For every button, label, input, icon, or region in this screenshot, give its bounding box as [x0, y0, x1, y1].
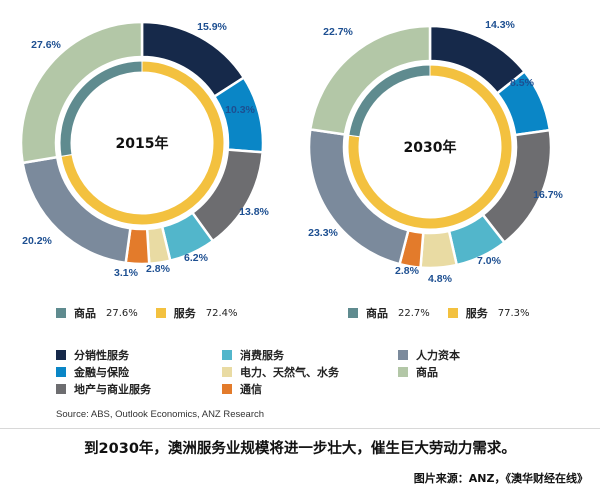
- legend-swatch: [222, 367, 232, 377]
- slice-value-label: 2.8%: [395, 265, 420, 277]
- legend-category: 人力资本: [398, 347, 460, 363]
- legend-2030: 商品 22.7% 服务 77.3%: [348, 305, 548, 321]
- legend-label-goods: 商品: [366, 307, 388, 320]
- legend-value-services: 77.3%: [497, 307, 530, 319]
- legend-swatch-goods: [56, 308, 66, 318]
- legend-category: 消费服务: [222, 347, 284, 363]
- inner-slice: [59, 60, 143, 157]
- outer-slice: [19, 20, 144, 165]
- headline: 到2030年，澳洲服务业规模将进一步壮大，催生巨大劳动力需求。: [84, 441, 516, 457]
- image-credit: 图片来源：ANZ，《澳华财经在线》: [413, 472, 588, 485]
- legend-category: 通信: [222, 381, 262, 397]
- slice-value-label: 10.3%: [225, 104, 255, 116]
- divider: [0, 428, 600, 429]
- legend-category: 商品: [398, 364, 438, 380]
- legend-swatch: [56, 367, 66, 377]
- slice-value-label: 8.5%: [510, 77, 535, 89]
- donut-center-title: 2030年: [404, 139, 457, 156]
- donut-charts: 15.9% 10.3% 13.8% 6.2% 2.8% 3.1% 20.2% 27.6% 201…: [19, 19, 564, 285]
- outer-slice: [308, 24, 432, 136]
- slice-value-label: 4.8%: [428, 273, 453, 285]
- legend-label-services: 服务: [465, 307, 488, 320]
- legend-category: 地产与商业服务: [56, 381, 151, 397]
- legend-swatch: [56, 384, 66, 394]
- slice-value-label: 2.8%: [146, 263, 171, 275]
- donut-1: 14.3% 8.5% 16.7% 7.0% 4.8% 2.8% 23.3% 22.7% 2030…: [307, 19, 564, 285]
- legend-swatch-goods: [348, 308, 358, 318]
- legend-swatch-services: [447, 308, 458, 318]
- slice-value-label: 15.9%: [197, 21, 227, 33]
- source-note: Source: ABS, Outlook Economics, ANZ Rese…: [56, 409, 265, 420]
- legend-2015: 商品 27.6% 服务 72.4%: [56, 305, 256, 321]
- legend-category-label: 商品: [416, 366, 438, 379]
- outer-slice: [419, 229, 459, 270]
- slice-value-label: 3.1%: [114, 267, 139, 279]
- legend-category-label: 地产与商业服务: [74, 383, 151, 396]
- slice-value-label: 7.0%: [477, 255, 502, 267]
- slice-value-label: 16.7%: [533, 189, 563, 201]
- donut-center-title: 2015年: [116, 135, 169, 152]
- legend-value-goods: 22.7%: [398, 307, 430, 319]
- legend-category-label: 电力、天然气、水务: [240, 366, 339, 379]
- slice-value-label: 20.2%: [22, 235, 52, 247]
- legend-label-goods: 商品: [74, 307, 96, 320]
- legend-category-label: 通信: [240, 383, 262, 396]
- inner-slice: [348, 64, 431, 138]
- legend-category: 分销性服务: [56, 347, 129, 363]
- legend-value-goods: 27.6%: [106, 307, 138, 319]
- donut-0: 15.9% 10.3% 13.8% 6.2% 2.8% 3.1% 20.2% 27.6% 201…: [19, 20, 270, 279]
- legend-swatch-services: [155, 308, 166, 318]
- legend-value-services: 72.4%: [205, 307, 238, 319]
- slice-value-label: 14.3%: [485, 19, 515, 31]
- legend-category-label: 人力资本: [416, 349, 460, 362]
- legend-swatch: [56, 350, 66, 360]
- legend-category-label: 金融与保险: [74, 366, 129, 379]
- legend-swatch: [398, 350, 408, 360]
- slice-value-label: 22.7%: [323, 26, 353, 38]
- slice-value-label: 13.8%: [239, 206, 269, 218]
- legend-category: 金融与保险: [56, 364, 129, 380]
- slice-value-label: 23.3%: [308, 227, 338, 239]
- legend-category: 电力、天然气、水务: [222, 364, 339, 380]
- legend-swatch: [222, 350, 232, 360]
- legend-swatch: [222, 384, 232, 394]
- slice-value-label: 6.2%: [184, 252, 209, 264]
- legend-swatch: [398, 367, 408, 377]
- slice-value-label: 27.6%: [31, 39, 61, 51]
- legend-category-label: 消费服务: [240, 349, 284, 362]
- legend-category-label: 分销性服务: [74, 349, 129, 362]
- legend-label-services: 服务: [173, 307, 196, 320]
